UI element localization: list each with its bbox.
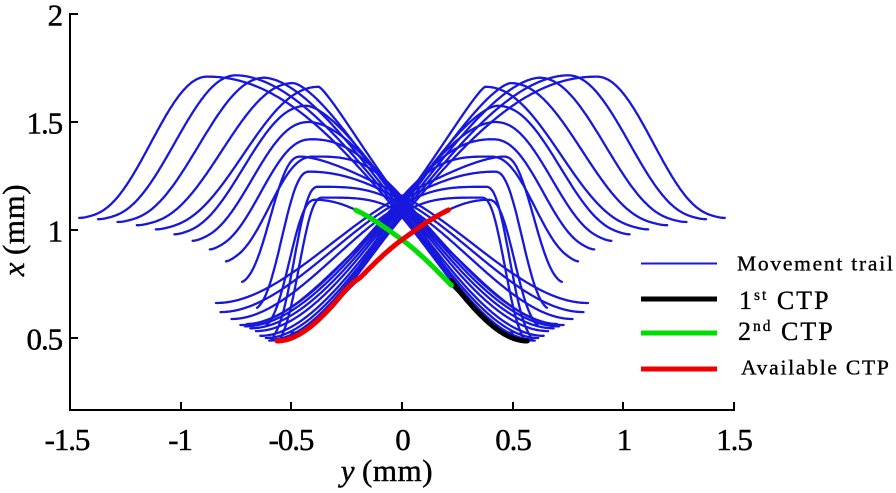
svg-text:0.5: 0.5 <box>27 322 63 357</box>
svg-text:-0.5: -0.5 <box>269 422 314 457</box>
svg-text:2nd CTP: 2nd CTP <box>738 317 835 346</box>
svg-text:0: 0 <box>395 422 410 457</box>
svg-text:1.5: 1.5 <box>716 422 752 457</box>
svg-text:-1: -1 <box>168 422 192 457</box>
svg-text:1.5: 1.5 <box>27 106 63 141</box>
svg-text:x (mm): x (mm) <box>0 184 31 277</box>
svg-text:1st CTP: 1st CTP <box>739 286 831 315</box>
svg-text:2: 2 <box>48 0 62 33</box>
svg-text:1: 1 <box>617 422 631 457</box>
svg-text:Movement trail: Movement trail <box>737 252 895 276</box>
svg-text:y (mm): y (mm) <box>338 453 433 488</box>
svg-text:-1.5: -1.5 <box>45 422 90 457</box>
svg-text:Available CTP: Available CTP <box>741 356 891 380</box>
svg-text:0.5: 0.5 <box>495 422 531 457</box>
svg-text:1: 1 <box>48 214 62 249</box>
